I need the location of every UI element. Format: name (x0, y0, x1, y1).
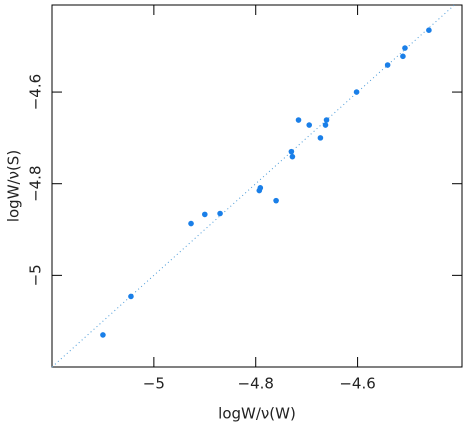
y-axis-label: logW/ν(S) (5, 150, 23, 222)
point (273, 197, 279, 204)
point (317, 135, 324, 141)
y-tick-label: −5 (27, 264, 45, 286)
x-tick-label: −5 (143, 375, 165, 393)
point (288, 148, 295, 155)
y-tick-label: −4.6 (27, 74, 45, 110)
point (217, 210, 223, 217)
point (295, 117, 302, 123)
point (426, 27, 432, 34)
point (128, 293, 134, 300)
point (353, 89, 360, 95)
point (384, 62, 391, 68)
point (100, 332, 106, 338)
y-tick-label: −4.8 (27, 165, 45, 201)
point (188, 220, 194, 227)
reference-line (51, 4, 455, 368)
plot-frame (51, 4, 463, 368)
x-axis-label: logW/ν(W) (218, 405, 296, 423)
point (306, 122, 313, 128)
point (402, 45, 408, 51)
point (323, 117, 330, 123)
point (201, 211, 208, 218)
x-tick-label: −4.8 (238, 375, 274, 393)
point (257, 185, 264, 191)
point (289, 153, 296, 160)
point (322, 122, 329, 128)
x-tick-label: −4.6 (339, 375, 375, 393)
point (400, 53, 406, 60)
